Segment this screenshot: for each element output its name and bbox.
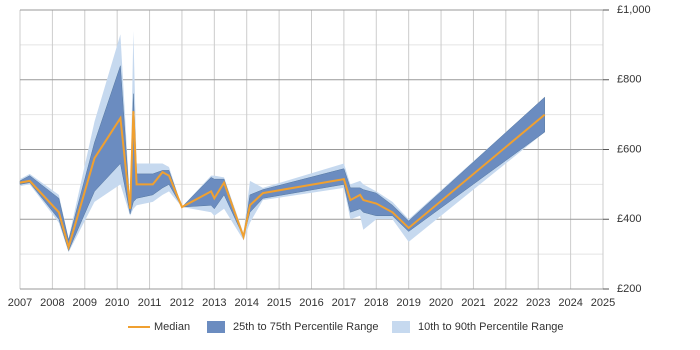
x-tick-label: 2011 [138,297,162,309]
x-tick-label: 2016 [299,297,323,309]
x-tick-label: 2009 [73,297,97,309]
x-tick-label: 2007 [8,297,32,309]
x-tick-label: 2017 [332,297,356,309]
legend-swatch [207,321,225,333]
x-tick-label: 2024 [558,297,582,309]
x-tick-label: 2021 [461,297,485,309]
y-tick-label: £800 [617,74,641,86]
legend-label: 25th to 75th Percentile Range [233,321,379,333]
x-tick-label: 2012 [170,297,194,309]
median-line [19,111,546,251]
x-tick-label: 2008 [40,297,64,309]
legend-swatch [392,321,410,333]
x-tick-label: 2013 [202,297,226,309]
percentile-band [19,65,545,252]
x-tick-label: 2018 [364,297,388,309]
legend-label: Median [154,321,190,333]
x-tick-label: 2020 [429,297,453,309]
y-tick-label: £1,000 [617,4,651,16]
x-tick-label: 2019 [396,297,420,309]
x-tick-label: 2015 [267,297,291,309]
x-tick-label: 2010 [105,297,129,309]
y-tick-label: £400 [617,213,641,225]
percentile-band [20,30,545,253]
x-tick-label: 2022 [494,297,518,309]
legend-label: 10th to 90th Percentile Range [418,321,564,333]
y-tick-label: £200 [617,283,641,295]
x-tick-label: 2014 [234,297,258,309]
y-tick-label: £600 [617,143,641,155]
x-tick-label: 2023 [526,297,550,309]
x-tick-label: 2025 [591,297,615,309]
